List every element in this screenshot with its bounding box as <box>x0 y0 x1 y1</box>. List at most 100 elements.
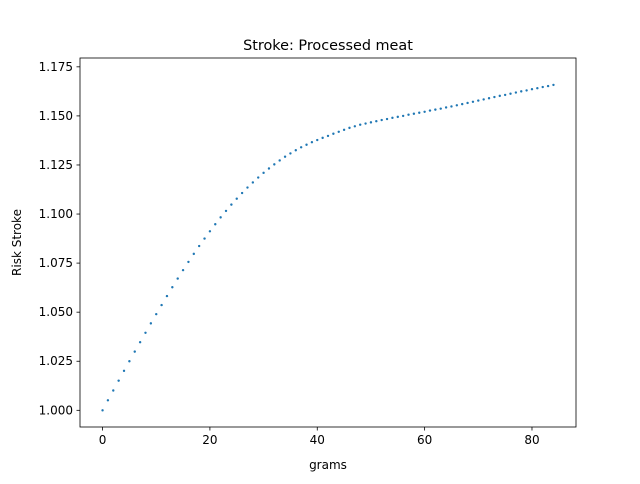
x-tick-label: 80 <box>524 433 539 447</box>
data-point <box>530 88 534 91</box>
y-tick-label: 1.025 <box>39 354 73 368</box>
data-point <box>299 146 303 149</box>
data-point <box>235 197 238 200</box>
data-point <box>552 83 555 87</box>
data-point <box>326 134 330 138</box>
data-point <box>101 409 104 412</box>
data-point <box>477 99 480 102</box>
plot-area <box>80 58 576 427</box>
data-point <box>369 121 373 124</box>
data-point <box>396 115 399 119</box>
data-point <box>128 360 131 363</box>
data-point <box>428 109 432 112</box>
data-point <box>541 85 544 89</box>
data-point <box>380 118 383 122</box>
y-tick-label: 1.125 <box>39 158 73 172</box>
data-point <box>342 128 346 132</box>
plot-frame <box>79 57 577 428</box>
data-point <box>503 93 507 97</box>
data-point <box>160 303 163 307</box>
data-point <box>117 379 120 382</box>
data-point <box>455 104 459 107</box>
data-point <box>230 203 233 206</box>
x-tick-label: 20 <box>202 433 217 447</box>
data-point <box>106 399 110 402</box>
data-point <box>149 322 153 325</box>
data-point <box>401 114 405 118</box>
y-tick-label: 1.000 <box>39 403 73 417</box>
data-point <box>171 286 174 289</box>
data-point <box>407 113 410 116</box>
scatter-points <box>101 83 555 412</box>
data-point <box>246 186 249 189</box>
data-point <box>520 90 523 93</box>
data-point <box>273 163 276 166</box>
y-tick-label: 1.100 <box>39 207 73 221</box>
data-point <box>471 100 475 103</box>
data-point <box>138 341 142 344</box>
data-point <box>337 130 340 133</box>
y-tick-label: 1.075 <box>39 256 73 270</box>
data-point <box>316 138 319 142</box>
data-point <box>257 176 260 179</box>
data-point <box>181 268 185 272</box>
data-point <box>262 171 265 175</box>
data-point <box>305 143 308 146</box>
data-point <box>240 191 244 195</box>
data-point <box>434 108 437 111</box>
data-point <box>283 155 287 158</box>
data-point <box>310 141 314 144</box>
data-point <box>418 111 421 114</box>
data-point <box>536 87 539 90</box>
y-tick-label: 1.150 <box>39 109 73 123</box>
data-point <box>525 89 528 92</box>
data-point <box>487 97 491 100</box>
chart-title: Stroke: Processed meat <box>243 38 413 54</box>
data-point <box>391 116 394 120</box>
data-point <box>412 112 416 115</box>
data-point <box>332 132 335 135</box>
x-axis-ticks: 0 20 40 60 80 <box>99 427 540 447</box>
data-point <box>348 126 351 130</box>
data-point <box>192 252 195 256</box>
data-point <box>514 91 518 94</box>
data-point <box>219 216 222 219</box>
data-point <box>251 181 255 184</box>
data-point <box>122 369 126 373</box>
data-point <box>466 101 469 105</box>
data-point <box>498 94 501 98</box>
x-tick-label: 40 <box>310 433 325 447</box>
data-point <box>493 95 496 99</box>
data-point <box>197 244 201 248</box>
data-point <box>289 152 292 155</box>
data-point <box>385 117 389 121</box>
y-axis-ticks: 1.000 1.025 1.050 1.075 1.100 1.125 1.150 1.175 <box>39 60 80 417</box>
data-point <box>444 106 448 109</box>
data-point <box>439 107 442 110</box>
data-point <box>359 123 362 126</box>
data-point <box>364 122 367 125</box>
data-point <box>187 260 190 264</box>
data-point <box>203 237 206 240</box>
data-point <box>321 136 324 140</box>
data-point <box>294 149 297 152</box>
x-tick-label: 60 <box>417 433 432 447</box>
data-point <box>112 389 115 392</box>
data-point <box>267 167 271 170</box>
data-point <box>155 312 158 316</box>
data-point <box>546 84 550 88</box>
data-point <box>423 110 426 113</box>
data-point <box>278 159 281 162</box>
y-tick-label: 1.050 <box>39 305 73 319</box>
data-point <box>176 277 179 280</box>
data-point <box>144 331 147 334</box>
y-axis-label: Risk Stroke <box>10 209 24 276</box>
data-point <box>353 125 357 128</box>
data-point <box>214 223 217 226</box>
data-point <box>165 294 169 298</box>
data-point <box>482 98 485 101</box>
data-point <box>375 120 378 123</box>
x-tick-label: 0 <box>99 433 107 447</box>
